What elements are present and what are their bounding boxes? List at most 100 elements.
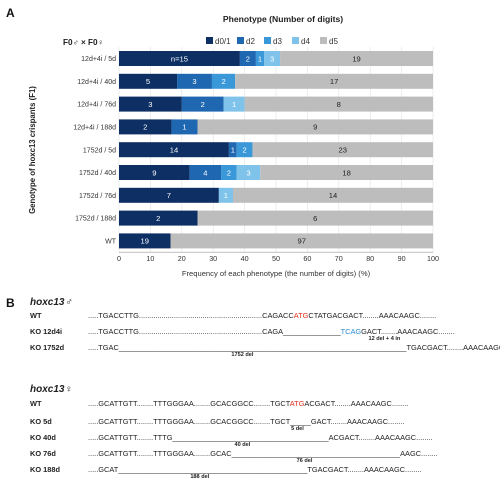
bar-segment-d0/1 bbox=[119, 142, 229, 158]
female-title: hoxc13♀ bbox=[30, 384, 72, 395]
data-label: 1 bbox=[231, 146, 235, 155]
legend-label-d2: d2 bbox=[246, 37, 255, 46]
stacked-bar-chart: Phenotype (Number of digits) F0♂ × F0♀ d0/… bbox=[28, 14, 439, 278]
female-sequence: .....GCATTGTT........TTTGGGAA........GCA… bbox=[88, 417, 405, 426]
bar-segment-d5 bbox=[244, 96, 433, 112]
legend-label-d3: d3 bbox=[273, 37, 282, 46]
male-row-label: WT bbox=[30, 311, 42, 320]
x-axis-label: Frequency of each phenotype (the number … bbox=[182, 269, 371, 278]
x-tick-label: 40 bbox=[241, 254, 249, 263]
data-label: 3 bbox=[148, 100, 152, 109]
bar-segment-d2 bbox=[177, 73, 212, 89]
legend-label-d4: d4 bbox=[301, 37, 310, 46]
bar-segment-d0/1 bbox=[119, 51, 240, 66]
x-tick-label: 0 bbox=[117, 254, 121, 263]
bar-segment-d0/1 bbox=[119, 210, 198, 226]
category-label: 1752d / 188d bbox=[75, 216, 116, 223]
data-label: 1 bbox=[182, 123, 186, 132]
male-title: hoxc13♂ bbox=[30, 297, 72, 308]
legend-label-d0/1: d0/1 bbox=[215, 37, 231, 46]
x-tick-label: 80 bbox=[366, 254, 374, 263]
category-label: 1752d / 5d bbox=[83, 147, 116, 154]
bar-segment-d0/1 bbox=[119, 165, 190, 180]
data-label: 2 bbox=[221, 77, 225, 86]
x-tick-label: 90 bbox=[398, 254, 406, 263]
x-tick-label: 60 bbox=[303, 254, 311, 263]
data-label: 19 bbox=[141, 237, 149, 246]
data-label: 97 bbox=[298, 237, 306, 246]
bar-segment-d0/1 bbox=[119, 119, 172, 135]
bar-segment-d3 bbox=[211, 73, 236, 89]
male-row-label: KO 12d4i bbox=[30, 327, 63, 336]
data-label: 2 bbox=[227, 168, 231, 177]
bar-segment-d3 bbox=[255, 51, 265, 66]
legend-title: Phenotype (Number of digits) bbox=[223, 14, 343, 24]
category-label: 1752d / 40d bbox=[79, 170, 116, 177]
x-tick-label: 10 bbox=[146, 254, 154, 263]
bar-segment-d3 bbox=[236, 142, 253, 158]
data-label: 5 bbox=[146, 77, 150, 86]
data-label: 3 bbox=[270, 54, 274, 63]
bar-segment-d0/1 bbox=[119, 233, 171, 249]
bar-segment-d5 bbox=[235, 73, 433, 89]
female-row-label: KO 188d bbox=[30, 465, 60, 474]
female-sequence: .....GCATTGTT........TTTGGGAA........GCA… bbox=[88, 449, 438, 458]
data-label: 7 bbox=[167, 191, 171, 200]
legend-label-d5: d5 bbox=[329, 37, 338, 46]
male-sequence: .....TGACCTTG...........................… bbox=[88, 327, 455, 336]
category-label: 12d+4i / 76d bbox=[77, 102, 116, 109]
category-label: WT bbox=[105, 239, 117, 246]
female-deletion-note: 76 del bbox=[296, 458, 313, 464]
male-deletion-note: 12 del + 4 in bbox=[368, 336, 401, 342]
male-highlight: TCAG bbox=[340, 327, 362, 336]
data-label: 9 bbox=[152, 168, 156, 177]
data-label: 23 bbox=[338, 146, 346, 155]
bar-segment-d4 bbox=[218, 187, 233, 203]
female-deletion-note: 188 del bbox=[190, 474, 210, 480]
bar-segment-d2 bbox=[171, 119, 198, 135]
category-label: 12d+4i / 5d bbox=[81, 56, 116, 63]
data-label: 1 bbox=[224, 191, 228, 200]
data-label: 17 bbox=[330, 77, 338, 86]
panel-b-label: B bbox=[6, 296, 15, 310]
bar-segment-d5 bbox=[232, 187, 433, 203]
data-label: 1 bbox=[232, 100, 236, 109]
x-tick-label: 20 bbox=[178, 254, 186, 263]
legend-swatch-d4 bbox=[292, 37, 299, 44]
bar-segment-d3 bbox=[221, 165, 237, 180]
bar-segment-d5 bbox=[170, 233, 433, 249]
bar-segment-d5 bbox=[197, 210, 433, 226]
male-sequence: .....TGAC_______________________________… bbox=[88, 343, 500, 352]
bar-segment-d4 bbox=[223, 96, 245, 112]
female-row-label: KO 40d bbox=[30, 433, 56, 442]
female-sequence: .....GCATTGTT........TTTGGGAA........GCA… bbox=[88, 399, 409, 408]
bar-segment-d5 bbox=[252, 142, 433, 158]
data-label: 19 bbox=[352, 54, 360, 63]
panel-a-label: A bbox=[6, 6, 15, 20]
bar-segment-d5 bbox=[260, 165, 433, 180]
data-label: 2 bbox=[143, 123, 147, 132]
bar-segment-d2 bbox=[239, 51, 256, 66]
bar-segment-d4 bbox=[264, 51, 281, 66]
legend-swatch-d0/1 bbox=[206, 37, 213, 44]
x-tick-label: 100 bbox=[427, 254, 439, 263]
female-row-label: KO 76d bbox=[30, 449, 56, 458]
category-label: 12d+4i / 188d bbox=[73, 125, 116, 132]
y-axis-label: Genotype of hoxc13 crispants (F1) bbox=[28, 86, 37, 214]
male-sequence: .....TGACCTTG...........................… bbox=[88, 311, 437, 320]
x-tick-label: 50 bbox=[272, 254, 280, 263]
bar-segment-d4 bbox=[236, 165, 261, 180]
data-label: 3 bbox=[192, 77, 196, 86]
male-highlight: ATG bbox=[293, 311, 309, 320]
female-row-label: WT bbox=[30, 399, 42, 408]
cross-label: F0♂ × F0♀ bbox=[63, 38, 104, 47]
male-deletion-note: 1752 del bbox=[231, 352, 254, 358]
bar-segment-d2 bbox=[228, 142, 237, 158]
data-label: 9 bbox=[313, 123, 317, 132]
bar-segment-d0/1 bbox=[119, 187, 219, 203]
data-label: 2 bbox=[246, 54, 250, 63]
bar-segment-d0/1 bbox=[119, 96, 182, 112]
category-label: 12d+4i / 40d bbox=[77, 79, 116, 86]
female-sequence: .....GCATTGTT........TTTG_______________… bbox=[88, 433, 433, 442]
x-tick-label: 70 bbox=[335, 254, 343, 263]
